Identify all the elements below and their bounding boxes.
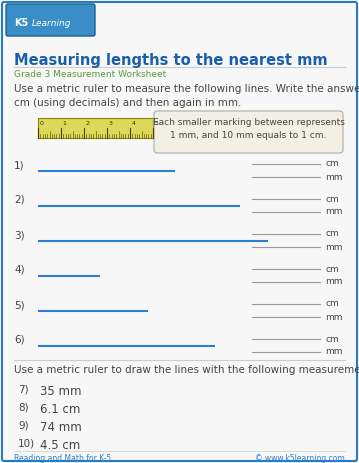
Text: 5): 5) [14, 300, 25, 310]
Text: 35 mm: 35 mm [40, 385, 81, 398]
Text: 10): 10) [18, 439, 35, 449]
Text: mm: mm [325, 348, 342, 357]
Text: 4.5 cm: 4.5 cm [40, 439, 80, 452]
Text: Grade 3 Measurement Worksheet: Grade 3 Measurement Worksheet [14, 70, 166, 79]
Text: 9): 9) [18, 421, 29, 431]
Text: Each smaller marking between represents
1 mm, and 10 mm equals to 1 cm.: Each smaller marking between represents … [153, 118, 344, 139]
FancyBboxPatch shape [154, 111, 343, 153]
Text: Use a metric ruler to draw the lines with the following measurement.: Use a metric ruler to draw the lines wit… [14, 365, 359, 375]
Text: mm: mm [325, 313, 342, 321]
Bar [38, 118, 153, 138]
Text: Learning: Learning [32, 19, 71, 27]
Text: cm: cm [325, 334, 339, 344]
Text: cm: cm [325, 230, 339, 238]
Text: cm: cm [325, 194, 339, 204]
Text: © www.k5learning.com: © www.k5learning.com [255, 454, 345, 463]
Text: 1: 1 [62, 121, 66, 126]
Text: 8): 8) [18, 403, 29, 413]
Text: 2): 2) [14, 195, 25, 205]
Text: 7): 7) [18, 385, 29, 395]
Text: cm: cm [325, 159, 339, 169]
Text: 74 mm: 74 mm [40, 421, 82, 434]
Text: 2: 2 [85, 121, 89, 126]
Text: mm: mm [325, 207, 342, 217]
Text: Use a metric ruler to measure the following lines. Write the answer in
cm (using: Use a metric ruler to measure the follow… [14, 84, 359, 108]
FancyBboxPatch shape [6, 4, 95, 36]
Text: 6.1 cm: 6.1 cm [40, 403, 80, 416]
Text: mm: mm [325, 243, 342, 251]
Text: 5: 5 [154, 121, 158, 126]
Text: cm: cm [325, 264, 339, 274]
Text: 6): 6) [14, 335, 25, 345]
Text: 4: 4 [131, 121, 135, 126]
Text: Reading and Math for K-5: Reading and Math for K-5 [14, 454, 111, 463]
Text: K5: K5 [14, 18, 28, 28]
Text: cm: cm [325, 300, 339, 308]
Text: mm: mm [325, 277, 342, 287]
Text: 3): 3) [14, 230, 25, 240]
Text: Measuring lengths to the nearest mm: Measuring lengths to the nearest mm [14, 53, 328, 68]
Text: 4): 4) [14, 265, 25, 275]
Text: 3: 3 [108, 121, 112, 126]
Text: mm: mm [325, 173, 342, 181]
Text: 1): 1) [14, 160, 25, 170]
Text: 0: 0 [39, 121, 43, 126]
